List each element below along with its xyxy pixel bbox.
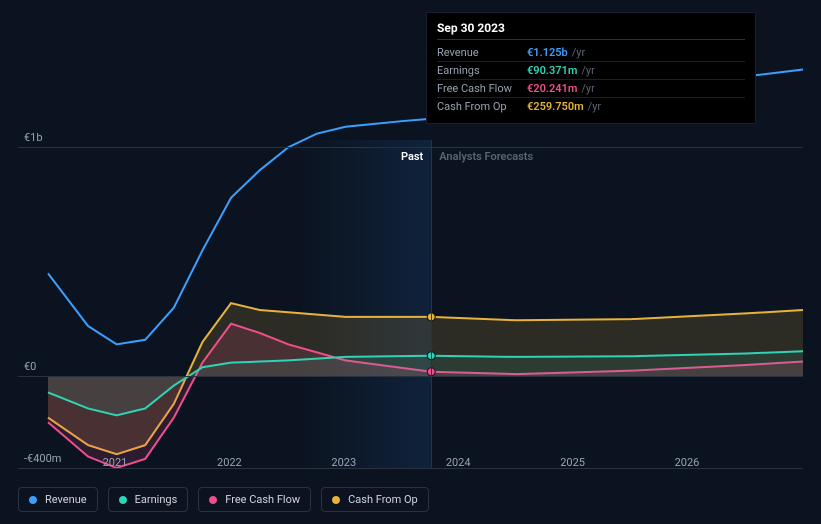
hover-tooltip: Sep 30 2023 Revenue€1.125b/yrEarnings€90…	[426, 12, 756, 124]
tooltip-label: Revenue	[437, 46, 527, 59]
x-axis-label: 2026	[675, 456, 700, 469]
section-divider	[431, 140, 432, 468]
legend-label: Earnings	[135, 493, 178, 506]
legend-swatch	[29, 496, 37, 504]
x-axis-label: 2022	[217, 456, 242, 469]
tooltip-row: Free Cash Flow€20.241m/yr	[437, 80, 745, 98]
tooltip-unit: /yr	[581, 82, 594, 95]
gridline	[18, 376, 803, 377]
legend-label: Cash From Op	[348, 493, 418, 506]
tooltip-label: Free Cash Flow	[437, 82, 527, 95]
tooltip-unit: /yr	[588, 100, 601, 113]
x-axis-label: 2025	[560, 456, 585, 469]
tooltip-unit: /yr	[572, 46, 585, 59]
y-axis-label: €1b	[24, 131, 43, 144]
x-axis-label: 2021	[103, 456, 128, 469]
legend-swatch	[119, 496, 127, 504]
tooltip-value: €90.371m	[527, 64, 577, 77]
legend-item-cash_from_op[interactable]: Cash From Op	[321, 487, 429, 512]
tooltip-label: Cash From Op	[437, 100, 527, 113]
legend-item-revenue[interactable]: Revenue	[18, 487, 98, 512]
section-label-forecast: Analysts Forecasts	[439, 150, 533, 163]
section-label-past: Past	[401, 150, 423, 163]
legend: Revenue Earnings Free Cash Flow Cash From O…	[18, 487, 429, 512]
tooltip-value: €1.125b	[527, 46, 568, 59]
x-axis-label: 2023	[331, 456, 356, 469]
gridline	[18, 147, 803, 148]
tooltip-row: Cash From Op€259.750m/yr	[437, 98, 745, 115]
legend-swatch	[209, 496, 217, 504]
legend-item-earnings[interactable]: Earnings	[108, 487, 189, 512]
tooltip-value: €259.750m	[527, 100, 584, 113]
tooltip-unit: /yr	[581, 64, 594, 77]
y-axis-label: -€400m	[24, 452, 61, 465]
tooltip-label: Earnings	[437, 64, 527, 77]
y-axis-label: €0	[24, 360, 36, 373]
legend-swatch	[332, 496, 340, 504]
x-axis-label: 2024	[446, 456, 471, 469]
legend-label: Free Cash Flow	[225, 493, 300, 506]
financials-chart: €1b €0 -€400m 2021 2022 2023 2024 2025 2026 Pas…	[0, 0, 821, 524]
tooltip-value: €20.241m	[527, 82, 577, 95]
tooltip-date: Sep 30 2023	[437, 21, 745, 40]
tooltip-row: Earnings€90.371m/yr	[437, 62, 745, 80]
legend-item-free_cash_flow[interactable]: Free Cash Flow	[198, 487, 311, 512]
legend-label: Revenue	[45, 493, 87, 506]
tooltip-row: Revenue€1.125b/yr	[437, 44, 745, 62]
